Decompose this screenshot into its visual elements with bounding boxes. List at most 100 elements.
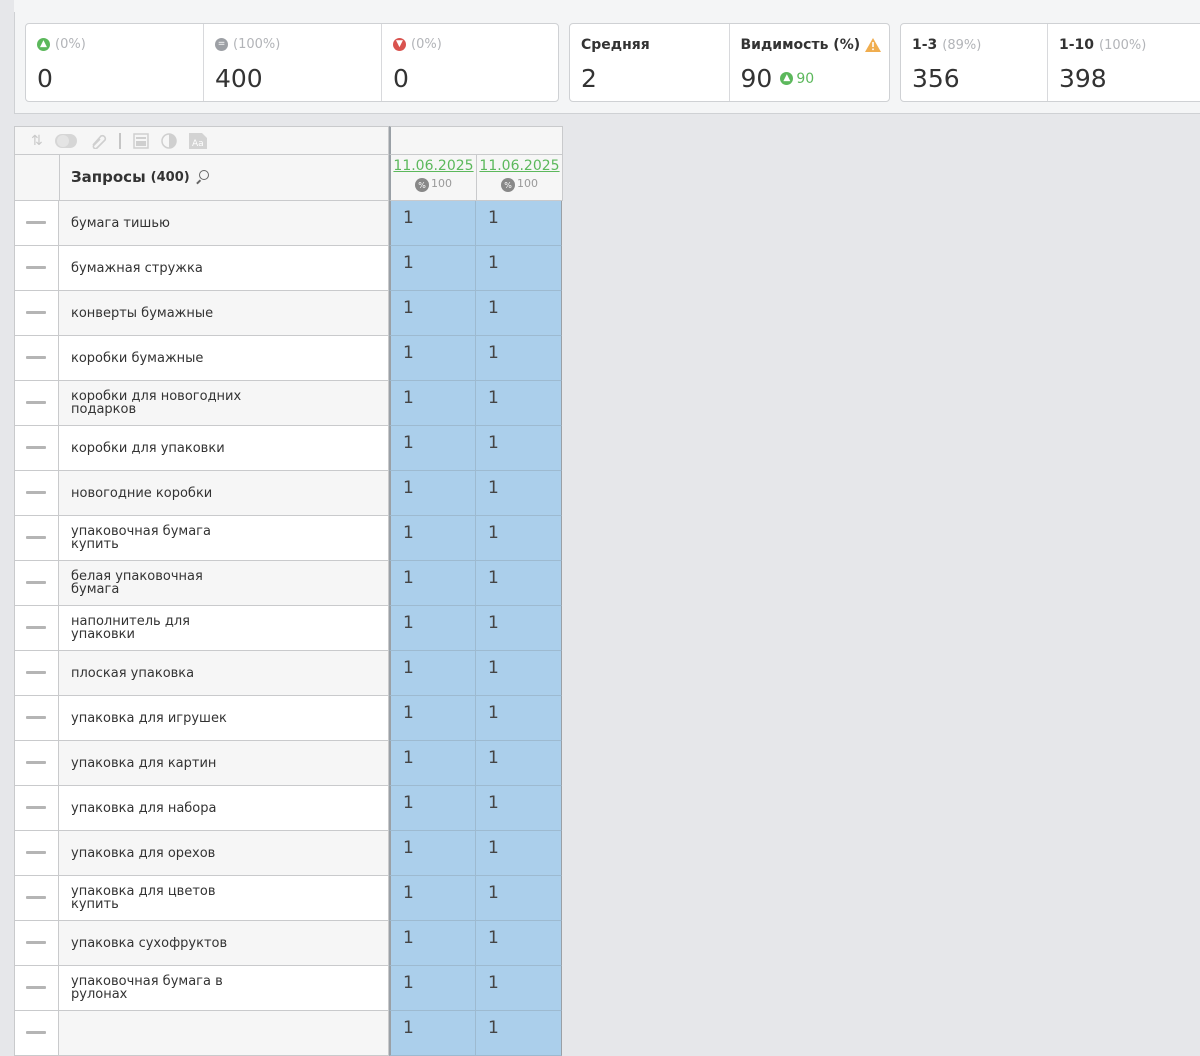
position-cell[interactable]: 1	[476, 786, 562, 831]
table-row[interactable]: упаковка для набора 1 1	[14, 786, 563, 831]
query-cell[interactable]: наполнитель для упаковки	[59, 606, 389, 651]
query-cell[interactable]: упаковка для цветов купить	[59, 876, 389, 921]
warning-icon[interactable]	[865, 38, 882, 52]
position-cell[interactable]: 1	[476, 516, 562, 561]
query-cell[interactable]: бумага тишью	[59, 201, 389, 246]
table-row[interactable]: коробки бумажные 1 1	[14, 336, 563, 381]
stat-up[interactable]: ▲ (0%) 0	[26, 24, 204, 101]
position-cell[interactable]: 1	[476, 291, 562, 336]
date-link[interactable]: 11.06.2025	[393, 158, 474, 174]
toggle-icon[interactable]	[54, 133, 77, 148]
query-text: упаковка для орехов	[71, 845, 216, 861]
queries-header[interactable]: Запросы (400)	[71, 168, 209, 186]
stat-down[interactable]: ▼ (0%) 0	[382, 24, 558, 101]
position-cell[interactable]: 1	[476, 651, 562, 696]
query-cell[interactable]: упаковочная бумага в рулонах	[59, 966, 389, 1011]
query-cell[interactable]: конверты бумажные	[59, 291, 389, 336]
position-cell[interactable]: 1	[389, 921, 476, 966]
position-cell[interactable]: 1	[389, 291, 476, 336]
table-row[interactable]: конверты бумажные 1 1	[14, 291, 563, 336]
table-row[interactable]: бумажная стружка 1 1	[14, 246, 563, 291]
query-cell[interactable]: плоская упаковка	[59, 651, 389, 696]
query-cell[interactable]: новогодние коробки	[59, 471, 389, 516]
position-cell[interactable]: 1	[389, 246, 476, 291]
column-icon[interactable]	[132, 132, 149, 149]
position-cell[interactable]: 1	[389, 426, 476, 471]
queries-title: Запросы	[71, 168, 146, 186]
table-row[interactable]: упаковка для игрушек 1 1	[14, 696, 563, 741]
table-row[interactable]: упаковочная бумага купить 1 1	[14, 516, 563, 561]
table-row[interactable]: упаковка для картин 1 1	[14, 741, 563, 786]
position-cell[interactable]: 1	[389, 606, 476, 651]
position-cell[interactable]: 1	[476, 426, 562, 471]
position-cell[interactable]: 1	[389, 966, 476, 1011]
position-cell[interactable]: 1	[476, 876, 562, 921]
position-cell[interactable]: 1	[389, 336, 476, 381]
stat-top3[interactable]: 1-3 (89%) 356	[901, 24, 1048, 101]
position-cell[interactable]: 1	[476, 381, 562, 426]
contrast-icon[interactable]	[160, 132, 177, 149]
position-cell[interactable]: 1	[476, 471, 562, 516]
stat-average-label: Средняя	[581, 37, 650, 53]
position-cell[interactable]: 1	[476, 561, 562, 606]
sort-icon[interactable]: ⇅	[31, 132, 43, 149]
position-cell[interactable]: 1	[476, 696, 562, 741]
query-text: бумажная стружка	[71, 260, 203, 276]
query-cell[interactable]: коробки для упаковки	[59, 426, 389, 471]
stat-top10[interactable]: 1-10 (100%) 398	[1048, 24, 1198, 101]
position-cell[interactable]: 1	[389, 831, 476, 876]
position-cell[interactable]: 1	[389, 651, 476, 696]
position-cell[interactable]: 1	[476, 1011, 562, 1056]
position-cell[interactable]: 1	[389, 516, 476, 561]
table-row[interactable]: коробки для новогодних подарков 1 1	[14, 381, 563, 426]
position-cell[interactable]: 1	[476, 741, 562, 786]
position-cell[interactable]: 1	[389, 876, 476, 921]
table-row[interactable]: упаковка для цветов купить 1 1	[14, 876, 563, 921]
position-cell[interactable]: 1	[476, 246, 562, 291]
position-cell[interactable]: 1	[389, 1011, 476, 1056]
table-row[interactable]: белая упаковочная бумага 1 1	[14, 561, 563, 606]
query-cell[interactable]: упаковка сухофруктов	[59, 921, 389, 966]
font-icon[interactable]: Aa	[188, 132, 207, 149]
position-value: 1	[488, 1018, 499, 1038]
no-change-dash-icon	[26, 896, 46, 899]
query-cell[interactable]: коробки бумажные	[59, 336, 389, 381]
table-row[interactable]: плоская упаковка 1 1	[14, 651, 563, 696]
query-cell[interactable]	[59, 1011, 389, 1056]
query-cell[interactable]: упаковка для набора	[59, 786, 389, 831]
position-cell[interactable]: 1	[476, 606, 562, 651]
position-cell[interactable]: 1	[476, 201, 562, 246]
date-link[interactable]: 11.06.2025	[479, 158, 560, 174]
query-cell[interactable]: упаковка для орехов	[59, 831, 389, 876]
table-row[interactable]: бумага тишью 1 1	[14, 201, 563, 246]
query-cell[interactable]: упаковка для игрушек	[59, 696, 389, 741]
position-cell[interactable]: 1	[389, 471, 476, 516]
position-cell[interactable]: 1	[389, 786, 476, 831]
position-cell[interactable]: 1	[476, 831, 562, 876]
search-icon[interactable]	[195, 170, 209, 184]
stat-average[interactable]: Средняя 2	[570, 24, 730, 101]
query-cell[interactable]: коробки для новогодних подарков	[59, 381, 389, 426]
link-icon[interactable]	[89, 133, 107, 149]
query-cell[interactable]: упаковочная бумага купить	[59, 516, 389, 561]
position-cell[interactable]: 1	[476, 966, 562, 1011]
position-cell[interactable]: 1	[476, 921, 562, 966]
query-cell[interactable]: белая упаковочная бумага	[59, 561, 389, 606]
query-cell[interactable]: упаковка для картин	[59, 741, 389, 786]
table-row[interactable]: упаковочная бумага в рулонах 1 1	[14, 966, 563, 1011]
position-cell[interactable]: 1	[389, 201, 476, 246]
stat-visibility[interactable]: Видимость (%) 90 ▲ 90	[730, 24, 890, 101]
stat-same[interactable]: = (100%) 400	[204, 24, 382, 101]
table-row[interactable]: коробки для упаковки 1 1	[14, 426, 563, 471]
table-row[interactable]: упаковка сухофруктов 1 1	[14, 921, 563, 966]
position-cell[interactable]: 1	[476, 336, 562, 381]
position-cell[interactable]: 1	[389, 741, 476, 786]
position-cell[interactable]: 1	[389, 696, 476, 741]
table-row[interactable]: упаковка для орехов 1 1	[14, 831, 563, 876]
position-cell[interactable]: 1	[389, 381, 476, 426]
position-cell[interactable]: 1	[389, 561, 476, 606]
query-cell[interactable]: бумажная стружка	[59, 246, 389, 291]
table-row[interactable]: наполнитель для упаковки 1 1	[14, 606, 563, 651]
table-row[interactable]: новогодние коробки 1 1	[14, 471, 563, 516]
